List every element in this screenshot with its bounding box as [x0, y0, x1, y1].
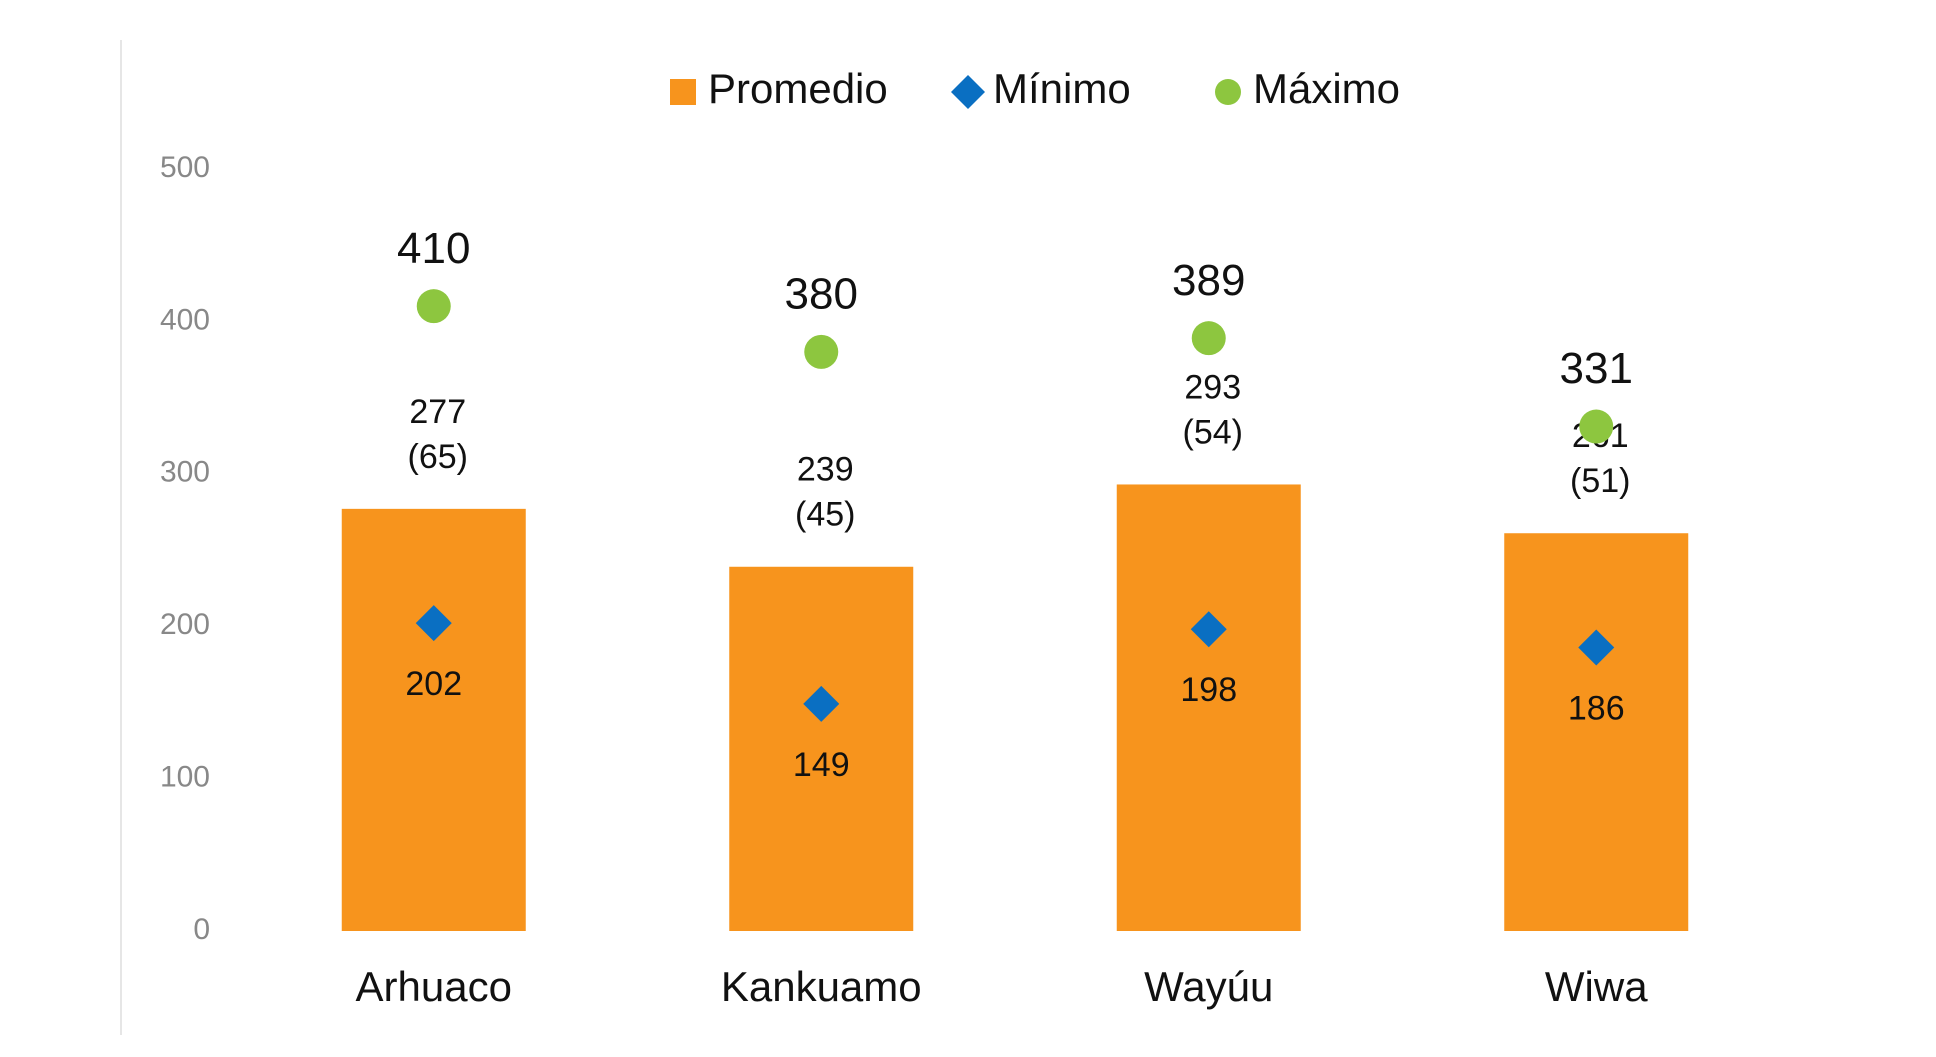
min-marker [415, 605, 452, 642]
bar-error-label: (51) [1570, 462, 1630, 500]
max-marker [1191, 321, 1226, 356]
legend-label: Promedio [708, 65, 888, 112]
x-tick-label: Kankuamo [721, 963, 922, 1010]
min-label: 149 [793, 746, 850, 784]
bar [1504, 533, 1689, 931]
bar-value-label: 239 [797, 451, 854, 489]
max-label: 410 [397, 224, 470, 273]
y-tick-label: 100 [160, 761, 210, 794]
bar-error-label: (45) [795, 496, 855, 534]
y-tick-label: 400 [160, 303, 210, 336]
max-label: 389 [1172, 256, 1245, 305]
min-label: 186 [1568, 690, 1625, 728]
legend-swatch [1215, 79, 1241, 105]
min-marker [1578, 629, 1615, 666]
y-tick-label: 200 [160, 608, 210, 641]
max-marker [416, 289, 451, 324]
max-label: 331 [1560, 344, 1633, 393]
bar [729, 566, 914, 931]
min-marker [803, 685, 840, 722]
bar [1116, 484, 1301, 931]
legend-swatch [951, 75, 985, 109]
bar-error-label: (54) [1183, 413, 1243, 451]
min-label: 202 [405, 665, 462, 703]
bar-value-label: 277 [409, 393, 466, 431]
legend-label: Mínimo [993, 65, 1131, 112]
bar-value-label: 293 [1184, 368, 1241, 406]
x-tick-label: Arhuaco [356, 963, 512, 1010]
bar-error-label: (65) [408, 438, 468, 476]
y-tick-label: 300 [160, 456, 210, 489]
min-label: 198 [1180, 671, 1237, 709]
max-marker [1579, 409, 1614, 444]
y-tick-label: 500 [160, 151, 210, 184]
min-marker [1190, 611, 1227, 648]
x-tick-label: Wayúu [1144, 963, 1273, 1010]
legend-swatch [670, 79, 696, 105]
bar [341, 508, 526, 931]
y-tick-label: 0 [193, 913, 210, 946]
max-marker [804, 334, 839, 369]
max-label: 380 [785, 270, 858, 319]
legend-label: Máximo [1253, 65, 1400, 112]
x-tick-label: Wiwa [1545, 963, 1648, 1010]
